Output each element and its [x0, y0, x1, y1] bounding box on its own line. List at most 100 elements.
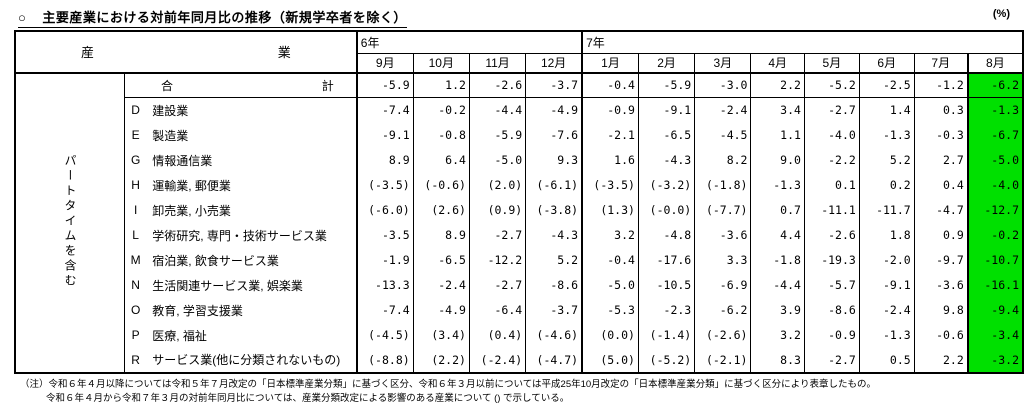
month-header: 9月 — [357, 54, 413, 73]
value-cell: -2.6 — [804, 223, 859, 248]
value-cell: -5.7 — [804, 273, 859, 298]
value-cell-highlighted: -0.2 — [968, 223, 1023, 248]
value-cell: -2.4 — [695, 98, 751, 123]
value-cell: 3.4 — [751, 98, 804, 123]
value-cell: 2.7 — [914, 148, 968, 173]
value-cell: 3.2 — [582, 223, 638, 248]
value-cell: 0.5 — [859, 348, 914, 373]
value-cell-highlighted: -1.3 — [968, 98, 1023, 123]
value-cell: -0.9 — [804, 323, 859, 348]
value-cell: -4.0 — [804, 123, 859, 148]
value-cell: -2.1 — [582, 123, 638, 148]
value-cell: -2.7 — [804, 348, 859, 373]
value-cell: -1.3 — [751, 173, 804, 198]
industry-name: 運輸業, 郵便業 — [146, 173, 357, 198]
table-row: O 教育, 学習支援業 -7.4 -4.9 -6.4 -3.7 -5.3 -2.… — [15, 298, 1023, 323]
value-cell: 8.2 — [695, 148, 751, 173]
value-cell: -3.6 — [695, 223, 751, 248]
value-cell: -9.7 — [914, 248, 968, 273]
industry-code: R — [125, 348, 147, 373]
value-cell: -4.3 — [526, 223, 582, 248]
total-label-right: 計 — [322, 77, 334, 94]
table-row: H 運輸業, 郵便業 (-3.5) (-0.6) (2.0) (-6.1) (-… — [15, 173, 1023, 198]
value-cell: -13.3 — [357, 273, 413, 298]
value-cell: 4.4 — [751, 223, 804, 248]
table-row: D 建設業 -7.4 -0.2 -4.4 -4.9 -0.9 -9.1 -2.4… — [15, 98, 1023, 123]
value-cell: -0.6 — [914, 323, 968, 348]
value-cell: (-3.5) — [357, 173, 413, 198]
value-cell: (5.0) — [582, 348, 638, 373]
value-cell: (-5.2) — [638, 348, 694, 373]
industry-name: 教育, 学習支援業 — [146, 298, 357, 323]
value-cell: 8.9 — [413, 223, 469, 248]
value-cell: 1.1 — [751, 123, 804, 148]
value-cell: 0.9 — [914, 223, 968, 248]
value-cell-highlighted: -9.4 — [968, 298, 1023, 323]
value-cell: -2.7 — [469, 273, 525, 298]
value-cell: -3.7 — [526, 73, 582, 98]
title-text: 主要産業における対前年同月比の推移（新規学卒者を除く） — [42, 7, 407, 26]
table-row: E 製造業 -9.1 -0.8 -5.9 -7.6 -2.1 -6.5 -4.5… — [15, 123, 1023, 148]
industry-name: サービス業(他に分類されないもの) — [146, 348, 357, 373]
footnotes: （注）令和６年４月以降については令和５年７月改定の「日本標準産業分類」に基づく区… — [20, 378, 1024, 406]
value-cell: (1.3) — [582, 198, 638, 223]
month-header: 1月 — [582, 54, 638, 73]
value-cell: -1.9 — [357, 248, 413, 273]
value-cell: -6.9 — [695, 273, 751, 298]
value-cell: -11.1 — [804, 198, 859, 223]
value-cell: -9.1 — [859, 273, 914, 298]
value-cell: -5.9 — [469, 123, 525, 148]
industry-name: 生活関連サービス業, 娯楽業 — [146, 273, 357, 298]
month-header: 3月 — [695, 54, 751, 73]
value-cell: 5.2 — [526, 248, 582, 273]
value-cell: -4.4 — [469, 98, 525, 123]
unit-label: (%) — [993, 8, 1010, 20]
value-cell: (-3.2) — [638, 173, 694, 198]
table-row: G 情報通信業 8.9 6.4 -5.0 9.3 1.6 -4.3 8.2 9.… — [15, 148, 1023, 173]
value-cell: (-4.6) — [526, 323, 582, 348]
value-cell: -3.7 — [526, 298, 582, 323]
title-marker-icon: ○ — [18, 10, 26, 25]
value-cell: (2.0) — [469, 173, 525, 198]
value-cell: (-1.4) — [638, 323, 694, 348]
value-cell: -2.0 — [859, 248, 914, 273]
value-cell-highlighted: -3.4 — [968, 323, 1023, 348]
value-cell: -2.7 — [804, 98, 859, 123]
value-cell: -4.9 — [526, 98, 582, 123]
value-cell: (-6.1) — [526, 173, 582, 198]
value-cell: -2.7 — [469, 223, 525, 248]
month-header: 6月 — [859, 54, 914, 73]
value-cell: (-3.5) — [582, 173, 638, 198]
industry-code: N — [125, 273, 147, 298]
value-cell: -6.2 — [695, 298, 751, 323]
value-cell: (-2.4) — [469, 348, 525, 373]
industry-name: 医療, 福祉 — [146, 323, 357, 348]
value-cell: -6.4 — [469, 298, 525, 323]
value-cell: -0.4 — [582, 73, 638, 98]
industry-code: E — [125, 123, 147, 148]
year-header-row: 産 業 6年 7年 — [15, 31, 1023, 54]
value-cell-highlighted: -12.7 — [968, 198, 1023, 223]
year-group-7: 7年 — [582, 31, 1023, 54]
value-cell: -9.1 — [357, 123, 413, 148]
value-cell: -17.6 — [638, 248, 694, 273]
value-cell: 6.4 — [413, 148, 469, 173]
value-cell: -0.3 — [914, 123, 968, 148]
industry-name: 宿泊業, 飲食サービス業 — [146, 248, 357, 273]
industry-yoy-table: 産 業 6年 7年 9月 10月 11月 12月 1月 2月 3月 4月 5月 … — [14, 30, 1024, 374]
value-cell: -8.6 — [526, 273, 582, 298]
value-cell: 1.2 — [413, 73, 469, 98]
industry-code: L — [125, 223, 147, 248]
industry-code: M — [125, 248, 147, 273]
value-cell: -4.8 — [638, 223, 694, 248]
value-cell: 3.2 — [751, 323, 804, 348]
industry-name: 学術研究, 専門・技術サービス業 — [146, 223, 357, 248]
value-cell: 9.3 — [526, 148, 582, 173]
value-cell: -1.8 — [751, 248, 804, 273]
value-cell: (-4.5) — [357, 323, 413, 348]
month-header: 7月 — [914, 54, 968, 73]
industry-code: P — [125, 323, 147, 348]
value-cell-highlighted: -10.7 — [968, 248, 1023, 273]
table-row: M 宿泊業, 飲食サービス業 -1.9 -6.5 -12.2 5.2 -0.4 … — [15, 248, 1023, 273]
table-row: R サービス業(他に分類されないもの) (-8.8) (2.2) (-2.4) … — [15, 348, 1023, 373]
